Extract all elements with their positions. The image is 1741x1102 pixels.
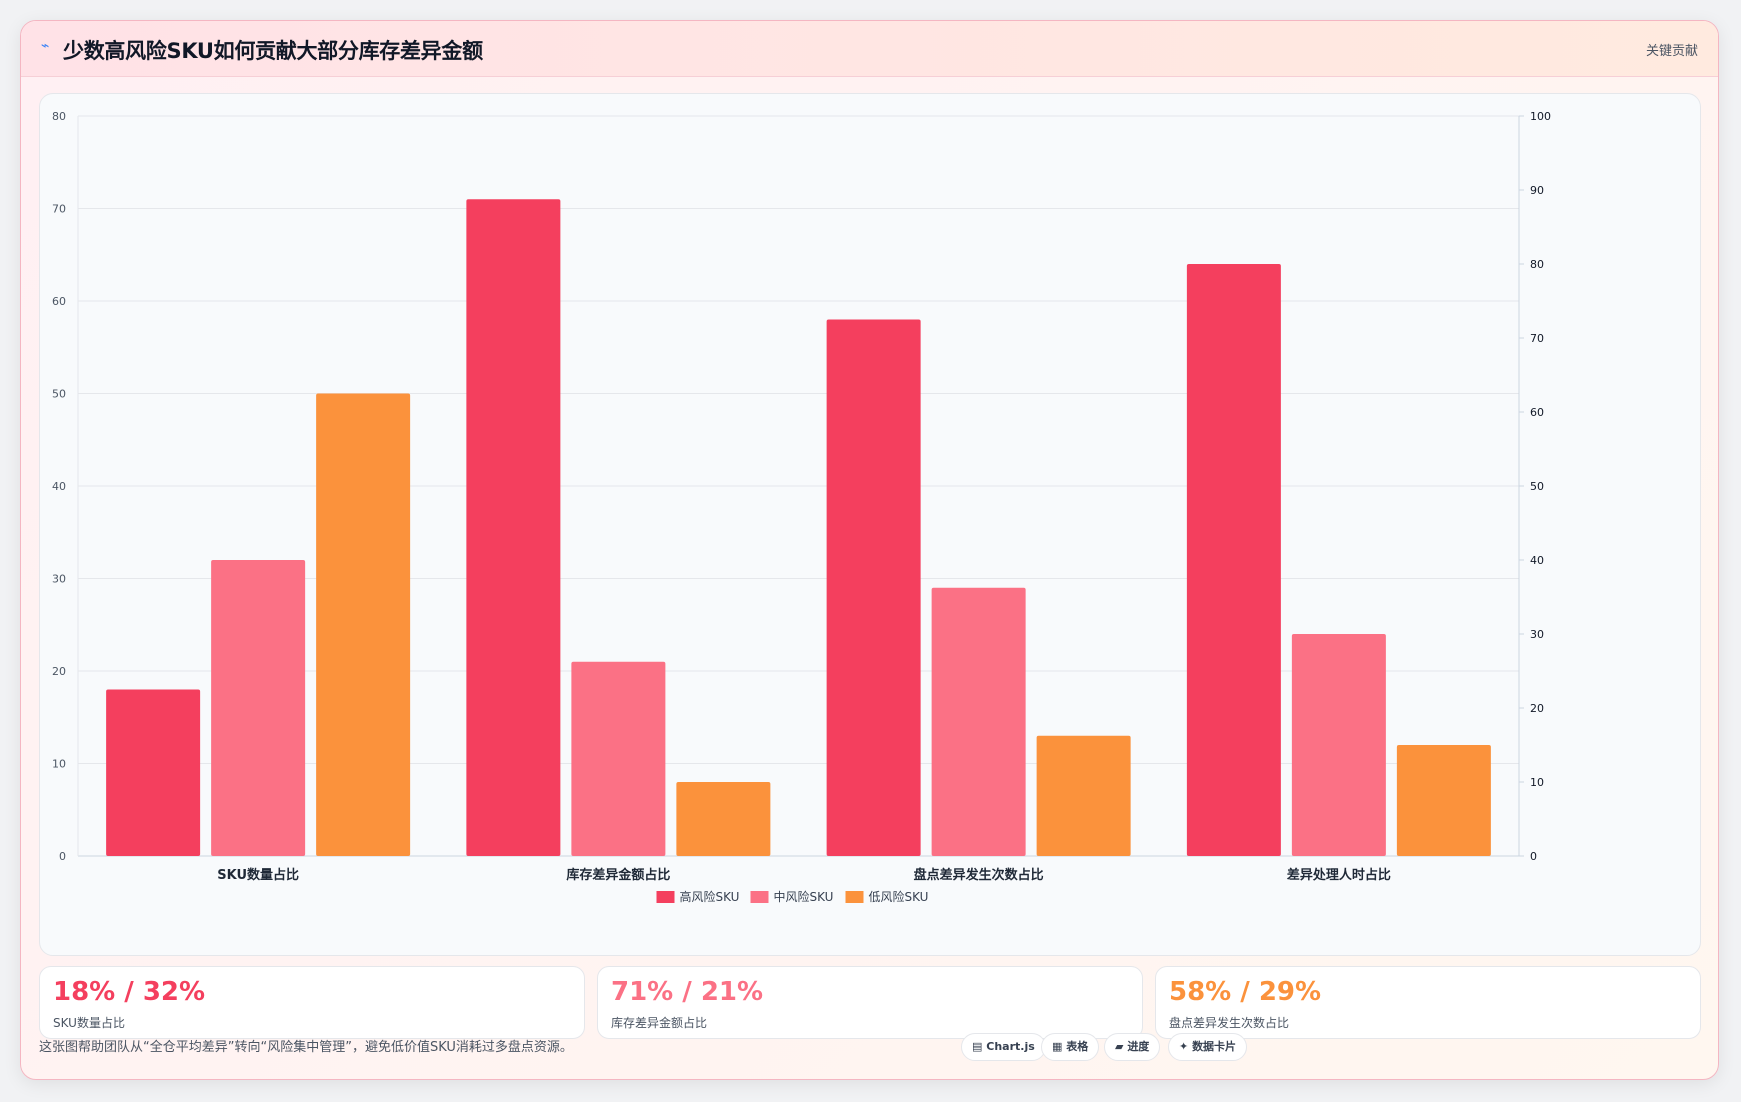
y2-tick-label: 100 [1530,110,1551,123]
y-tick-label: 50 [52,388,66,401]
legend-swatch [656,891,675,903]
bar [1186,264,1281,856]
card-header: ⌁ 少数高风险SKU如何贡献大部分库存差异金额 关键贡献 [21,21,1718,77]
bar-chart: 0 10 20 30 40 50 60 70 80 0 10 20 30 40 50 60 70 80 90 100 S… [52,110,1551,904]
x-tick-label: SKU数量占比 [217,867,299,883]
progress-icon: ▰ [1115,1040,1124,1053]
y-tick-label: 40 [52,480,66,493]
chip-label: 进度 [1127,1040,1150,1053]
table-icon: ▦ [1052,1040,1063,1053]
bar [826,319,921,856]
stat-label: SKU数量占比 [53,1016,125,1030]
chip-data-card[interactable]: ✦ 数据卡片 [1168,1033,1248,1061]
stat-label: 盘点差异发生次数占比 [1169,1016,1290,1030]
stat-card-variance-count: 58% / 29% 盘点差异发生次数占比 [1155,966,1701,1039]
y2-tick-label: 70 [1530,332,1544,345]
y-tick-label: 0 [59,850,66,863]
chip-label: 数据卡片 [1192,1040,1237,1053]
bar [1396,745,1491,856]
y2-tick-label: 30 [1530,628,1544,641]
y-tick-label: 20 [52,665,66,678]
sparkle-icon: ✦ [1179,1040,1189,1053]
footer-note: 这张图帮助团队从“全仓平均差异”转向“风险集中管理”，避免低价值SKU消耗过多盘… [39,1040,573,1055]
legend-label: 中风险SKU [774,889,834,904]
bar [571,661,666,856]
legend-swatch [845,891,864,903]
bar [316,393,411,856]
stat-card-sku-count: 18% / 32% SKU数量占比 [39,966,585,1039]
chart-card: ⌁ 少数高风险SKU如何贡献大部分库存差异金额 关键贡献 0 10 20 30 40 50… [20,20,1719,1080]
chip-progress[interactable]: ▰ 进度 [1104,1033,1161,1061]
bar [466,199,561,856]
stat-value: 58% / 29% [1169,977,1322,1007]
stat-label: 库存差异金额占比 [611,1016,708,1030]
chip-label: 表格 [1066,1040,1089,1053]
stat-card-variance-amount: 71% / 21% 库存差异金额占比 [597,966,1143,1039]
y2-tick-label: 0 [1530,850,1537,863]
y2-tick-label: 20 [1530,702,1544,715]
y2-tick-label: 10 [1530,776,1544,789]
y-tick-label: 60 [52,295,66,308]
trend-line-icon: ⌁ [41,38,50,54]
page-title: 少数高风险SKU如何贡献大部分库存差异金额 [63,39,483,63]
bar [1036,735,1131,856]
y2-tick-label: 80 [1530,258,1544,271]
stat-value: 71% / 21% [611,977,764,1007]
y-tick-label: 70 [52,203,66,216]
chart-panel: 0 10 20 30 40 50 60 70 80 0 10 20 30 40 50 60 70 80 90 100 S… [39,93,1701,956]
y2-tick-label: 90 [1530,184,1544,197]
legend-swatch [750,891,769,903]
y-tick-label: 80 [52,110,66,123]
y-tick-label: 10 [52,758,66,771]
x-tick-label: 差异处理人时占比 [1287,867,1391,883]
bar [931,587,1026,856]
header-tag: 关键贡献 [1645,44,1698,59]
y-tick-label: 30 [52,573,66,586]
y2-tick-label: 40 [1530,554,1544,567]
legend-label: 低风险SKU [869,889,929,904]
bar [676,782,771,856]
chip-table[interactable]: ▦ 表格 [1041,1033,1100,1061]
bar [106,689,201,856]
chip-label: Chart.js [986,1040,1035,1053]
y2-tick-label: 50 [1530,480,1544,493]
y2-tick-label: 60 [1530,406,1544,419]
chart-icon: ▤ [972,1040,983,1053]
x-tick-label: 库存差异金额占比 [566,867,670,883]
x-tick-label: 盘点差异发生次数占比 [914,867,1044,883]
chip-chartjs[interactable]: ▤ Chart.js [961,1033,1046,1061]
bar [211,560,306,856]
legend-label: 高风险SKU [680,889,740,904]
stat-value: 18% / 32% [53,977,206,1007]
bar [1291,634,1386,856]
